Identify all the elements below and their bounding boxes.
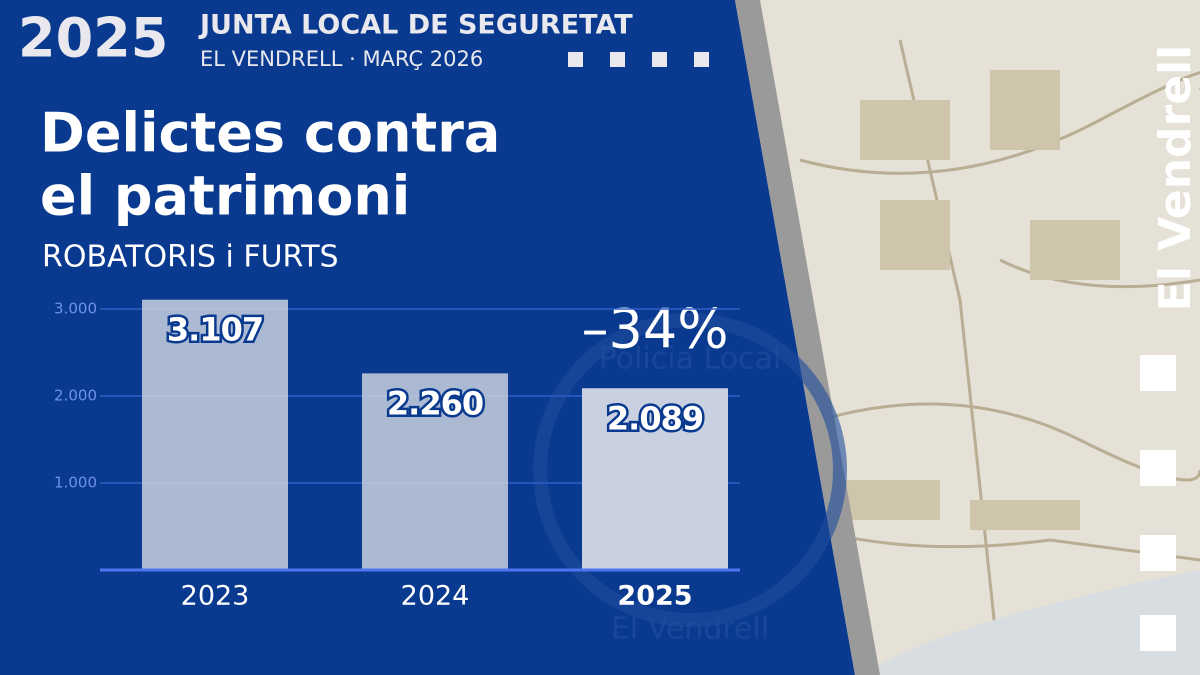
chart-title: el patrimoni	[40, 165, 410, 228]
side-squares	[1140, 355, 1176, 651]
header-squares	[568, 52, 709, 67]
watermark-text: El Vendrell	[611, 612, 769, 647]
map-blocks	[840, 70, 1120, 530]
header-subtitle: EL VENDRELL · MARÇ 2026	[200, 47, 483, 71]
chart-subtitle: ROBATORIS i FURTS	[42, 240, 339, 275]
value-label: 2.089	[607, 399, 703, 437]
header-title: JUNTA LOCAL DE SEGURETAT	[198, 10, 633, 41]
x-tick-label: 2024	[401, 581, 470, 612]
bar	[142, 299, 288, 570]
y-tick-label: 3.000	[54, 300, 97, 318]
side-text: El Vendrell	[1150, 45, 1200, 311]
watermark-seal	[533, 313, 847, 627]
bar	[362, 373, 508, 570]
sea	[860, 570, 1200, 675]
plot: 1.000 2.000 3.000 3.107 2023 2.260 2024 2.089 20…	[54, 300, 740, 612]
map-streets	[779, 39, 1200, 675]
annotation: –34%	[581, 298, 728, 361]
y-tick-label: 1.000	[54, 474, 97, 492]
chart-title: Delictes contra	[40, 102, 500, 165]
value-label: 2.260	[387, 384, 483, 422]
value-label: 3.107	[167, 311, 263, 349]
bar	[582, 388, 728, 570]
header-year: 2025	[18, 7, 168, 70]
y-tick-label: 2.000	[54, 387, 97, 405]
watermark-text: Policia Local	[599, 342, 782, 377]
x-tick-label: 2025	[617, 581, 692, 612]
x-tick-label: 2023	[181, 581, 250, 612]
panel-edge	[735, 0, 880, 675]
